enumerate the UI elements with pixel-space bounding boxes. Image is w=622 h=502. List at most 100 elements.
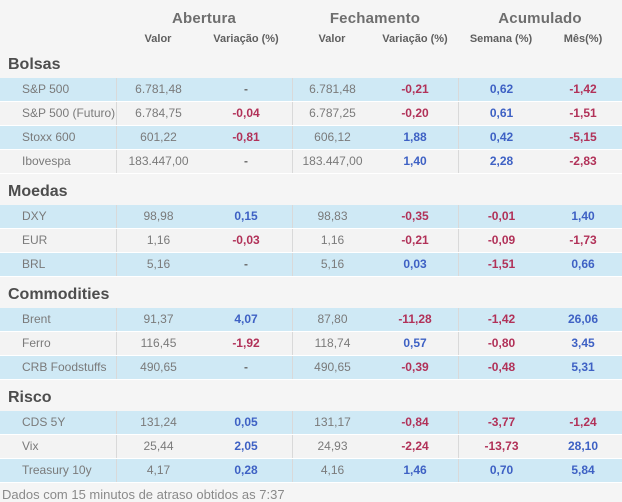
table-row: CRB Foodstuffs 490,65 - 490,65 -0,39 -0,48 5,3…: [0, 356, 622, 380]
cell-month-change: -1,73: [569, 233, 597, 247]
col-header-abertura-variacao: Variação (%): [213, 32, 279, 45]
cell-week-change: -1,51: [458, 253, 544, 276]
section-title-risco: Risco: [8, 389, 52, 406]
cell-close-value: 6.781,48: [292, 78, 372, 101]
cell-close-value: 118,74: [292, 332, 372, 355]
cell-open-change: 0,15: [234, 209, 258, 223]
cell-open-value: 25,44: [116, 435, 200, 458]
cell-week-change: -0,09: [458, 229, 544, 252]
cell-close-change: -0,35: [401, 209, 429, 223]
cell-close-value: 4,16: [292, 459, 372, 482]
cell-open-change: 0,05: [234, 415, 258, 429]
col-header-fechamento-valor: Valor: [318, 32, 346, 45]
cell-close-value: 183.447,00: [292, 150, 372, 173]
group-header-acumulado: Acumulado: [498, 9, 582, 27]
group-header-fechamento: Fechamento: [329, 9, 421, 27]
table-row: Brent 91,37 4,07 87,80 -11,28 -1,42 26,06: [0, 308, 622, 332]
cell-month-change: 1,40: [571, 209, 595, 223]
cell-week-change: -13,73: [458, 435, 544, 458]
cell-month-change: -1,42: [569, 82, 597, 96]
row-label: S&P 500: [22, 82, 70, 96]
cell-open-value: 91,37: [116, 308, 200, 331]
cell-week-change: -1,42: [458, 308, 544, 331]
cell-close-change: -0,20: [401, 106, 429, 120]
row-label: Stoxx 600: [22, 130, 76, 144]
row-label: DXY: [22, 209, 47, 223]
cell-close-change: 1,88: [403, 130, 427, 144]
cell-week-change: 0,61: [458, 102, 544, 125]
cell-close-change: -0,21: [401, 233, 429, 247]
row-label: EUR: [22, 233, 48, 247]
row-label: CRB Foodstuffs: [22, 360, 107, 374]
cell-close-change: 0,03: [403, 257, 427, 271]
cell-open-value: 1,16: [116, 229, 200, 252]
row-label: Treasury 10y: [22, 463, 92, 477]
cell-week-change: 0,62: [458, 78, 544, 101]
cell-close-value: 5,16: [292, 253, 372, 276]
cell-month-change: -2,83: [569, 154, 597, 168]
cell-open-value: 490,65: [116, 356, 200, 379]
data-delay-note: Dados com 15 minutos de atraso obtidos a…: [2, 487, 285, 502]
cell-week-change: -0,48: [458, 356, 544, 379]
cell-close-value: 131,17: [292, 411, 372, 434]
cell-close-change: 1,40: [403, 154, 427, 168]
cell-close-value: 87,80: [292, 308, 372, 331]
group-header-abertura: Abertura: [171, 9, 237, 27]
col-header-semana: Semana (%): [469, 32, 533, 45]
cell-open-value: 601,22: [116, 126, 200, 149]
cell-month-change: 5,31: [571, 360, 595, 374]
table-row: DXY 98,98 0,15 98,83 -0,35 -0,01 1,40: [0, 205, 622, 229]
cell-open-value: 131,24: [116, 411, 200, 434]
table-row: EUR 1,16 -0,03 1,16 -0,21 -0,09 -1,73: [0, 229, 622, 253]
table-row: S&P 500 (Futuro) 6.784,75 -0,04 6.787,25 -0,…: [0, 102, 622, 126]
table-row: Treasury 10y 4,17 0,28 4,16 1,46 0,70 5,84: [0, 459, 622, 483]
cell-month-change: 26,06: [567, 312, 599, 326]
cell-week-change: -3,77: [458, 411, 544, 434]
cell-close-value: 1,16: [292, 229, 372, 252]
cell-close-value: 606,12: [292, 126, 372, 149]
cell-week-change: -0,80: [458, 332, 544, 355]
cell-open-value: 183.447,00: [116, 150, 200, 173]
cell-close-value: 490,65: [292, 356, 372, 379]
cell-open-change: -0,04: [232, 106, 260, 120]
cell-week-change: 0,70: [458, 459, 544, 482]
cell-close-change: -0,39: [401, 360, 429, 374]
cell-close-value: 6.787,25: [292, 102, 372, 125]
cell-month-change: -1,24: [569, 415, 597, 429]
table-body: Bolsas S&P 500 6.781,48 - 6.781,48 -0,21 0,62 -…: [0, 47, 622, 483]
cell-open-value: 6.781,48: [116, 78, 200, 101]
cell-open-value: 4,17: [116, 459, 200, 482]
table-row: Vix 25,44 2,05 24,93 -2,24 -13,73 28,10: [0, 435, 622, 459]
col-header-mes: Mês(%): [563, 32, 603, 45]
cell-open-value: 6.784,75: [116, 102, 200, 125]
table-row: Stoxx 600 601,22 -0,81 606,12 1,88 0,42 -5,15: [0, 126, 622, 150]
cell-close-change: 0,57: [403, 336, 427, 350]
cell-open-change: 2,05: [234, 439, 258, 453]
section-title-bolsas: Bolsas: [8, 56, 61, 73]
table-header: Abertura Fechamento Acumulado Valor Vari…: [0, 0, 622, 47]
row-label: S&P 500 (Futuro): [22, 106, 116, 120]
section-title-commodities: Commodities: [8, 286, 110, 303]
row-label: Ibovespa: [22, 154, 71, 168]
table-row: CDS 5Y 131,24 0,05 131,17 -0,84 -3,77 -1,24: [0, 411, 622, 435]
cell-month-change: 3,45: [571, 336, 595, 350]
cell-week-change: 0,42: [458, 126, 544, 149]
table-row: S&P 500 6.781,48 - 6.781,48 -0,21 0,62 -1,42: [0, 78, 622, 102]
cell-month-change: 5,84: [571, 463, 595, 477]
cell-close-change: 1,46: [403, 463, 427, 477]
cell-open-change: -: [244, 82, 248, 96]
cell-open-change: -0,03: [232, 233, 260, 247]
cell-close-change: -0,84: [401, 415, 429, 429]
cell-month-change: -1,51: [569, 106, 597, 120]
cell-close-change: -11,28: [398, 312, 432, 326]
section-title-moedas: Moedas: [8, 183, 68, 200]
cell-open-change: -: [244, 257, 248, 271]
row-label: Brent: [22, 312, 51, 326]
col-header-abertura-valor: Valor: [144, 32, 172, 45]
cell-open-change: 4,07: [234, 312, 258, 326]
cell-month-change: 28,10: [567, 439, 599, 453]
cell-week-change: 2,28: [458, 150, 544, 173]
cell-close-value: 98,83: [292, 205, 372, 228]
cell-open-change: -: [244, 154, 248, 168]
